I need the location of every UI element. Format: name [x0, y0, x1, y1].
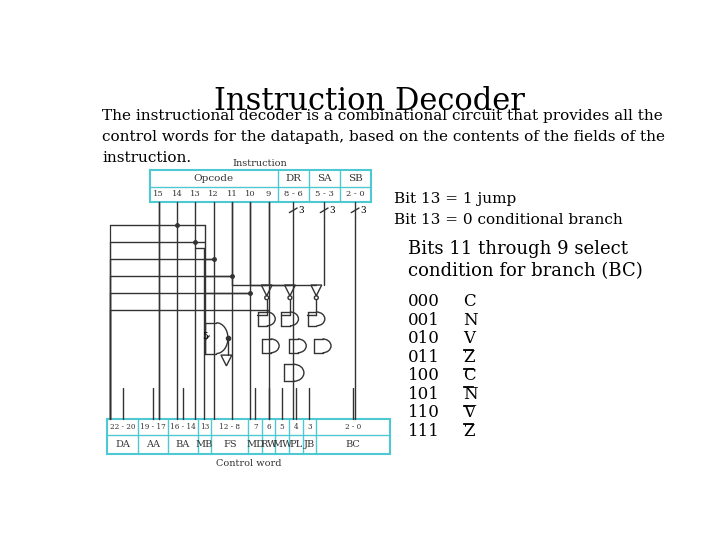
Text: BA: BA [176, 440, 190, 449]
Text: FS: FS [223, 440, 237, 449]
Text: V: V [464, 330, 475, 347]
Text: SA: SA [317, 174, 331, 183]
Text: 010: 010 [408, 330, 440, 347]
Text: 9: 9 [266, 191, 271, 198]
Text: Z: Z [464, 423, 475, 440]
Bar [150, 170, 371, 202]
Bar [107, 419, 390, 455]
Text: 3: 3 [299, 206, 305, 215]
Text: DR: DR [285, 174, 301, 183]
Text: 11: 11 [227, 191, 238, 198]
Text: Opcode: Opcode [194, 174, 234, 183]
Text: 5 - 3: 5 - 3 [315, 191, 333, 198]
Text: 19 - 17: 19 - 17 [140, 423, 166, 431]
Text: 110: 110 [408, 404, 440, 421]
Text: JB: JB [304, 440, 315, 449]
Text: 5: 5 [280, 423, 284, 431]
Text: 7: 7 [253, 423, 258, 431]
Text: DA: DA [115, 440, 130, 449]
Text: C: C [464, 294, 476, 310]
Text: 100: 100 [408, 367, 440, 384]
Text: Bits 11 through 9 select
condition for branch (BC): Bits 11 through 9 select condition for b… [408, 240, 642, 281]
Text: 10: 10 [245, 191, 256, 198]
Text: Instruction: Instruction [233, 159, 287, 168]
Text: SB: SB [348, 174, 362, 183]
Text: C: C [464, 367, 476, 384]
Text: 12: 12 [208, 191, 219, 198]
Text: 3: 3 [330, 206, 336, 215]
Text: 8 - 6: 8 - 6 [284, 191, 302, 198]
Text: 6: 6 [266, 423, 271, 431]
Text: PL: PL [289, 440, 302, 449]
Text: 4: 4 [294, 423, 298, 431]
Text: MB: MB [196, 440, 213, 449]
Text: RW: RW [260, 440, 277, 449]
Text: N: N [464, 312, 478, 329]
Text: 16 - 14: 16 - 14 [170, 423, 196, 431]
Text: 2 - 0: 2 - 0 [346, 191, 364, 198]
Text: 14: 14 [171, 191, 183, 198]
Text: AA: AA [146, 440, 160, 449]
Text: 3: 3 [307, 423, 312, 431]
Text: MW: MW [272, 440, 292, 449]
Text: 15: 15 [153, 191, 164, 198]
Text: 22 - 20: 22 - 20 [110, 423, 135, 431]
Text: 5: 5 [202, 332, 208, 341]
Text: The instructional decoder is a combinational circuit that provides all the
contr: The instructional decoder is a combinati… [102, 110, 665, 165]
Text: 13: 13 [199, 423, 209, 431]
Text: 011: 011 [408, 349, 440, 366]
Text: 12 - 8: 12 - 8 [220, 423, 240, 431]
Text: 2 - 0: 2 - 0 [345, 423, 361, 431]
Text: BC: BC [346, 440, 361, 449]
Text: Z: Z [464, 349, 475, 366]
Text: Bit 13 = 1 jump: Bit 13 = 1 jump [394, 192, 516, 206]
Text: N: N [464, 386, 478, 403]
Text: 3: 3 [361, 206, 366, 215]
Text: 101: 101 [408, 386, 440, 403]
Text: 111: 111 [408, 423, 440, 440]
Text: 13: 13 [190, 191, 201, 198]
Text: Bit 13 = 0 conditional branch: Bit 13 = 0 conditional branch [394, 213, 623, 227]
Text: V: V [464, 404, 475, 421]
Text: MD: MD [246, 440, 264, 449]
Text: Instruction Decoder: Instruction Decoder [214, 86, 524, 117]
Text: 001: 001 [408, 312, 440, 329]
Text: 000: 000 [408, 294, 440, 310]
Text: Control word: Control word [216, 459, 282, 468]
